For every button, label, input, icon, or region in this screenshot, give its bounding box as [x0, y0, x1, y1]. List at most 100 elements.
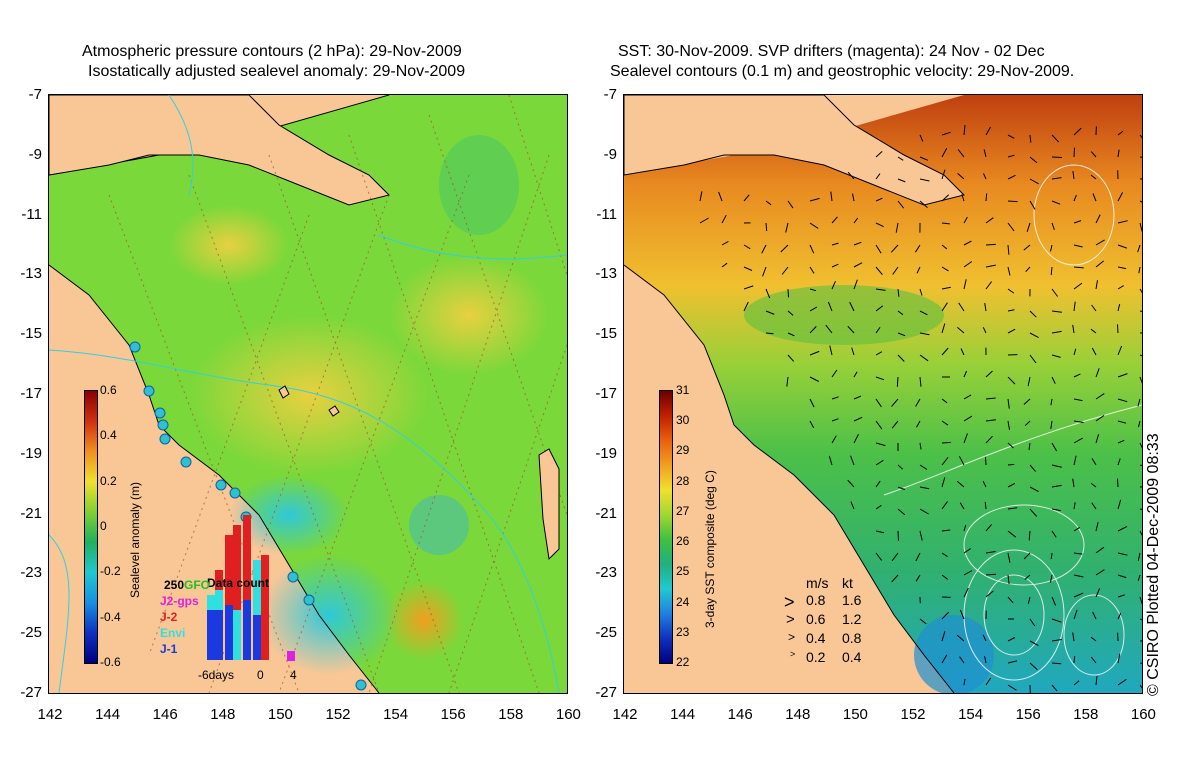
speed-legend-kt: 0.8	[842, 630, 862, 646]
velocity-arrow	[1051, 684, 1058, 692]
colorbar-tick-label: 25	[676, 564, 690, 579]
data-count-histogram	[207, 515, 295, 661]
colorbar-tick-label: 28	[676, 473, 690, 488]
velocity-arrow	[1117, 594, 1125, 598]
velocity-arrow	[959, 656, 965, 664]
velocity-arrow	[1095, 569, 1105, 576]
velocity-arrow	[721, 240, 729, 246]
velocity-arrow	[1073, 574, 1084, 578]
velocity-arrow	[875, 305, 884, 312]
velocity-arrow	[1117, 478, 1119, 488]
longitude-tick-label: 160	[555, 706, 581, 723]
velocity-arrow	[781, 266, 789, 275]
velocity-arrow	[897, 178, 906, 183]
velocity-arrow	[743, 285, 754, 290]
velocity-arrow	[809, 350, 820, 356]
velocity-arrow	[985, 456, 987, 466]
velocity-arrow	[1139, 640, 1142, 642]
speed-legend-kt: 1.6	[842, 592, 862, 608]
velocity-arrow	[825, 324, 833, 334]
velocity-arrow	[919, 464, 928, 470]
velocity-arrow	[1137, 552, 1141, 561]
velocity-arrow	[1072, 478, 1075, 488]
velocity-arrow	[1029, 354, 1037, 364]
latitude-tick-label: -7	[603, 86, 617, 103]
velocity-arrow	[1090, 656, 1097, 664]
velocity-arrow	[941, 477, 946, 488]
velocity-arrow	[1139, 200, 1142, 203]
latitude-tick-label: -25	[20, 624, 42, 642]
colorbar-tick-label: 22	[676, 655, 690, 669]
velocity-arrow	[958, 302, 965, 312]
velocity-arrow	[985, 193, 988, 202]
longitude-tick-label: 148	[210, 706, 236, 723]
velocity-arrow	[1051, 330, 1062, 334]
velocity-arrow	[1137, 244, 1141, 253]
velocity-arrow	[919, 310, 928, 316]
velocity-arrow	[959, 609, 965, 620]
velocity-arrow	[1117, 612, 1122, 620]
velocity-arrow	[1139, 684, 1142, 689]
velocity-arrow	[875, 504, 882, 510]
latitude-tick-label: -19	[20, 444, 42, 462]
latitude-tick-label: -11	[596, 205, 617, 223]
latitude-tick-label: -11	[21, 205, 42, 223]
velocity-arrow	[1090, 151, 1097, 158]
velocity-arrow	[1073, 348, 1077, 356]
velocity-arrow	[809, 244, 815, 254]
velocity-arrow	[1117, 499, 1122, 510]
velocity-arrow	[896, 376, 899, 387]
speed-legend-ms: 0.4	[806, 630, 826, 646]
velocity-arrow	[721, 214, 727, 224]
speed-legend-ms: 0.6	[806, 611, 826, 627]
velocity-arrow	[1139, 376, 1142, 384]
velocity-arrow	[831, 216, 838, 224]
sst-map	[623, 94, 1143, 694]
velocity-arrow	[985, 590, 994, 598]
velocity-arrow	[1051, 484, 1062, 488]
velocity-arrow	[780, 244, 789, 253]
longitude-tick-label: 144	[95, 706, 121, 723]
velocity-arrow	[1073, 502, 1076, 510]
velocity-arrow	[958, 456, 965, 466]
velocity-arrow	[809, 398, 815, 408]
velocity-arrow	[957, 173, 965, 180]
velocity-arrow	[1007, 154, 1015, 158]
velocity-arrow	[985, 370, 993, 378]
velocity-arrow	[875, 351, 883, 356]
latitude-tick-label: -15	[595, 325, 617, 343]
velocity-arrow	[985, 677, 992, 686]
velocity-arrow	[985, 419, 996, 422]
velocity-arrow	[847, 479, 855, 488]
sst-map-svg	[624, 95, 1142, 693]
sst-colorbar	[659, 390, 673, 664]
velocity-arrow	[1073, 592, 1084, 598]
velocity-arrow	[785, 222, 789, 233]
velocity-arrow	[875, 222, 884, 228]
velocity-arrow	[1139, 288, 1142, 294]
velocity-arrow	[1050, 266, 1053, 276]
velocity-arrow	[914, 244, 921, 253]
velocity-arrow	[1007, 463, 1015, 466]
legend-envi: Envi	[160, 626, 186, 640]
velocity-arrow	[1023, 244, 1031, 251]
velocity-arrow	[1007, 684, 1017, 691]
velocity-arrow	[892, 266, 899, 275]
velocity-arrow	[1007, 552, 1011, 563]
velocity-arrow	[1051, 530, 1057, 538]
data-count-label: Data count	[207, 576, 270, 590]
colorbar-tick-label: 29	[676, 443, 690, 458]
velocity-arrow	[1007, 398, 1010, 409]
velocity-arrow	[941, 552, 948, 558]
velocity-arrow	[984, 656, 987, 664]
velocity-arrow	[1007, 482, 1016, 488]
velocity-arrow	[853, 279, 858, 290]
velocity-arrow	[699, 217, 709, 224]
velocity-arrow	[919, 376, 922, 387]
velocity-arrow	[985, 551, 996, 554]
velocity-arrow	[963, 524, 967, 532]
velocity-arrow	[897, 200, 905, 209]
velocity-arrow	[985, 217, 994, 224]
velocity-arrow	[897, 310, 904, 316]
velocity-arrow	[897, 354, 905, 362]
